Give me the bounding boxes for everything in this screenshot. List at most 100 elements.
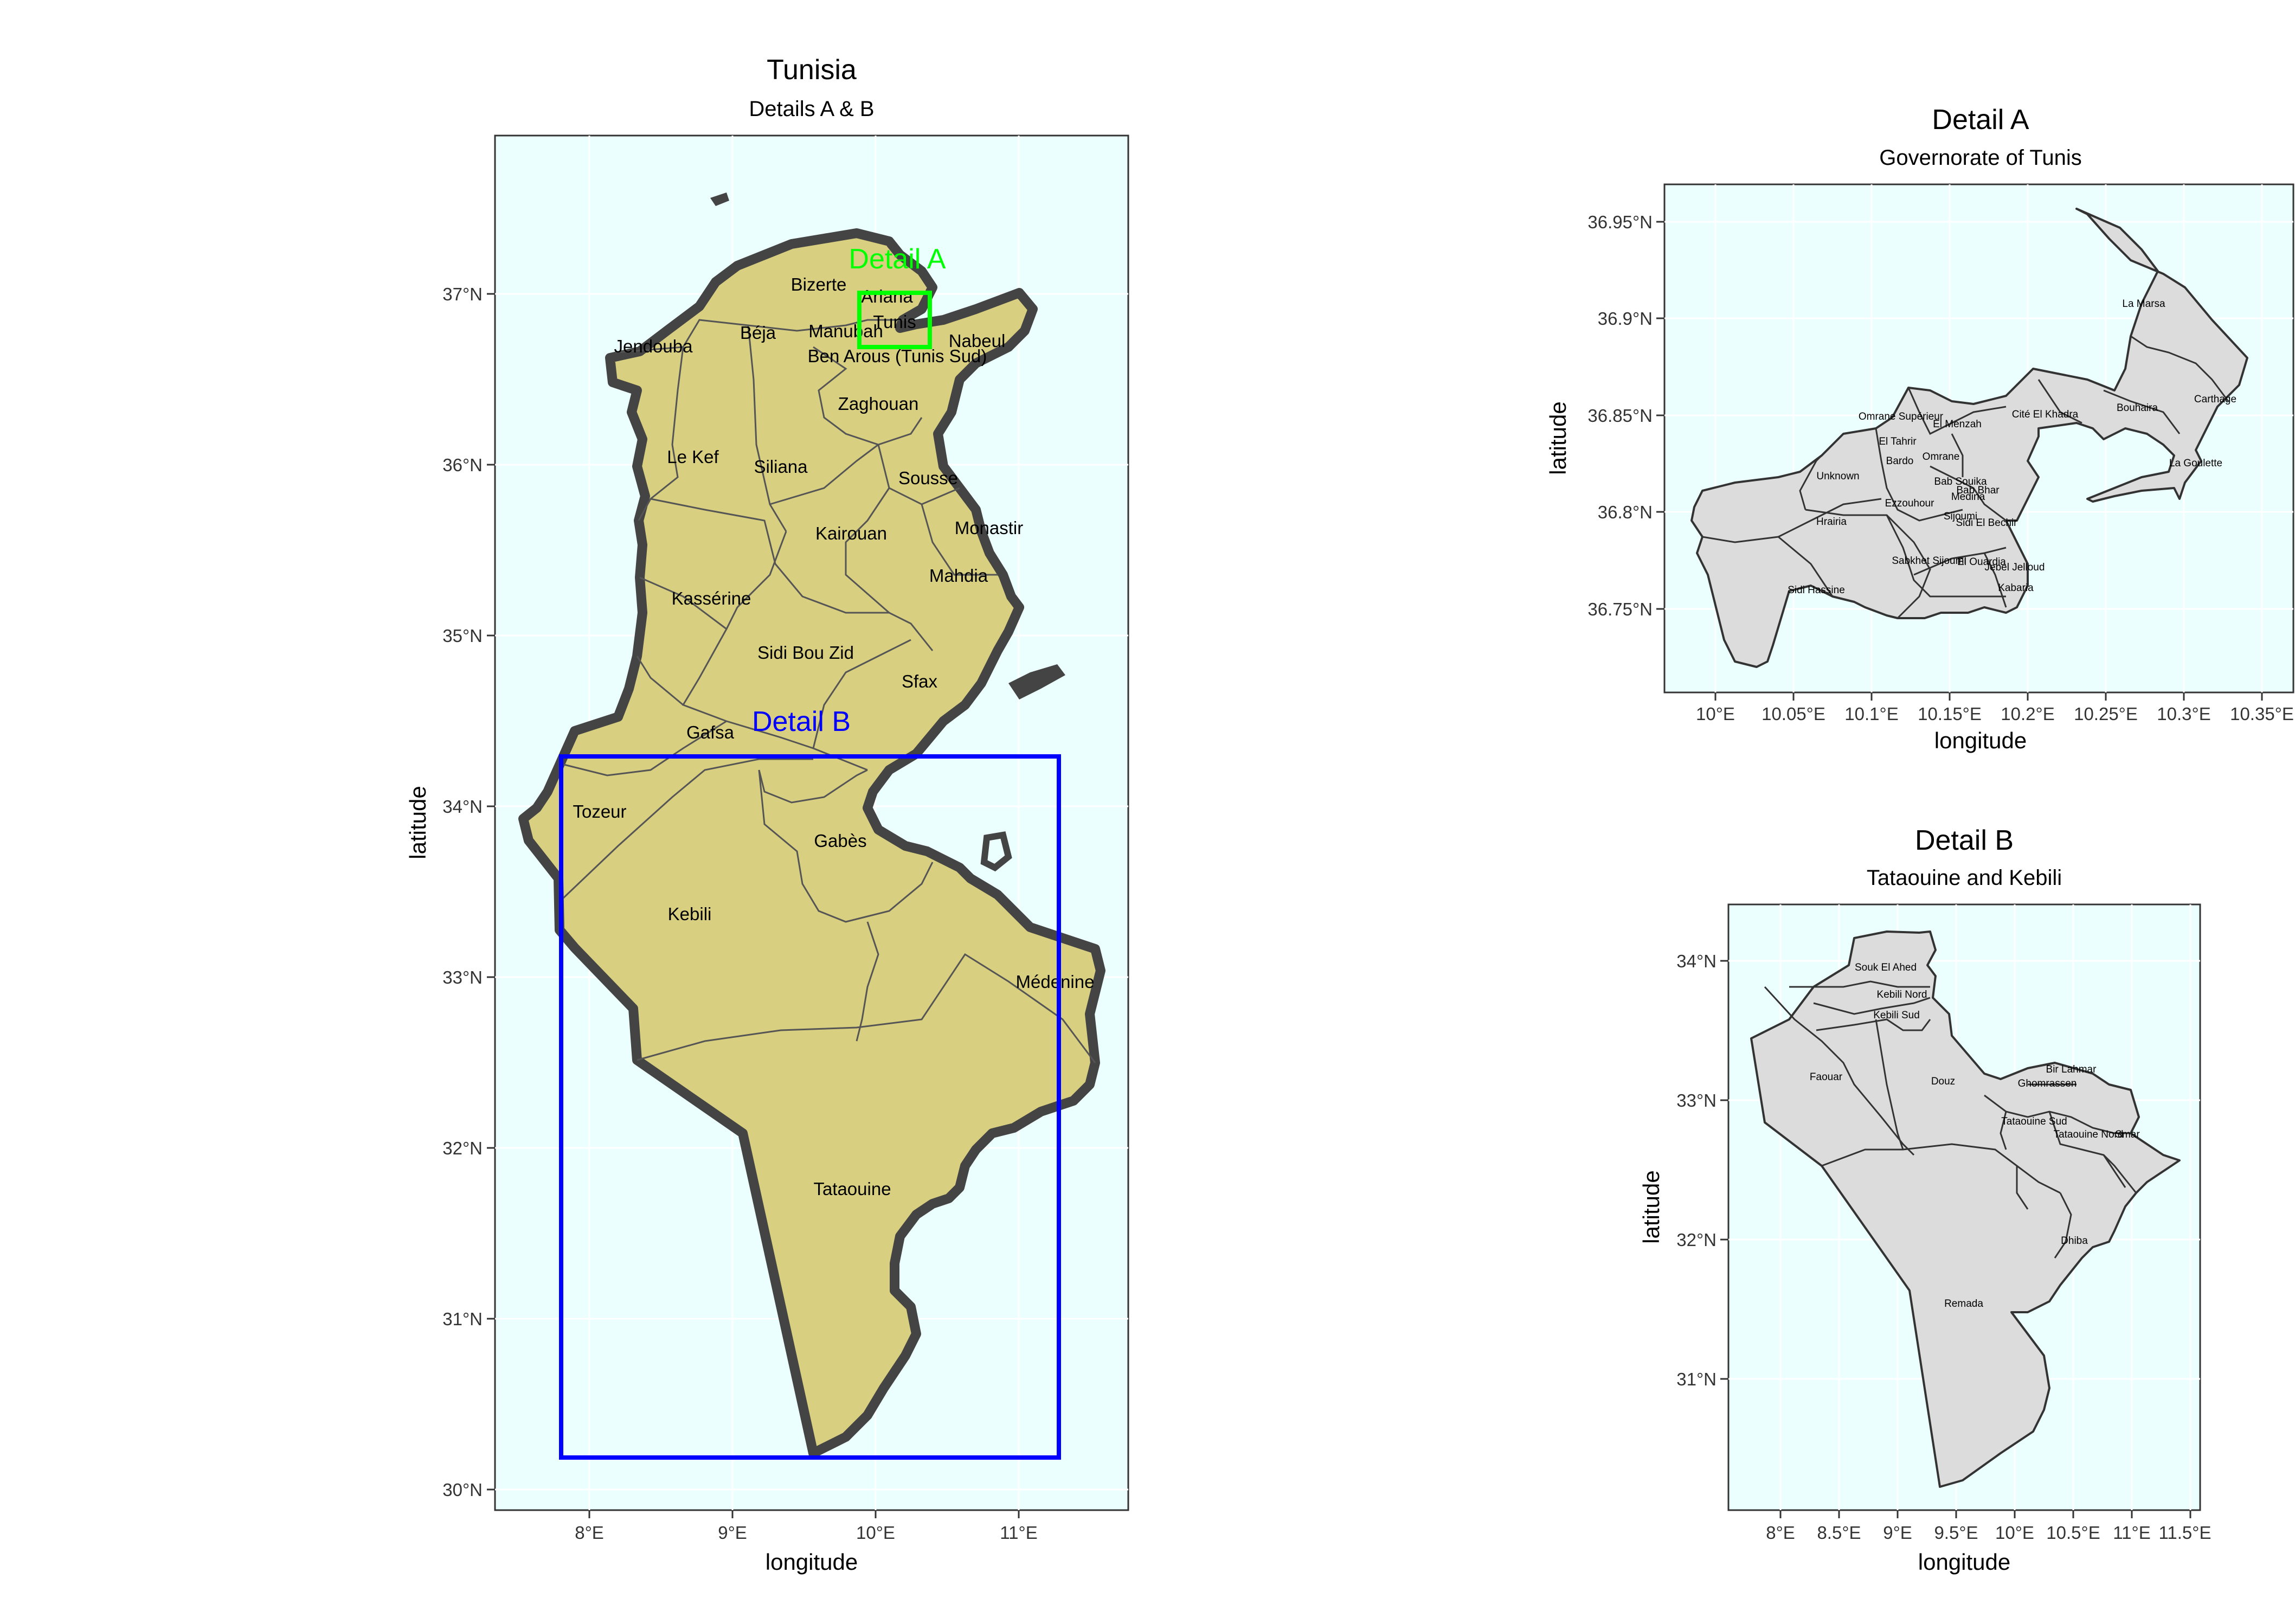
detail-b-box [559,754,1061,1460]
y-tick-label: 32°N [1676,1230,1717,1250]
detail-b-title: Detail B [1915,825,2014,856]
x-tick-label: 11°E [1000,1523,1037,1543]
delegation-label: Ezzouhour [1885,498,1935,509]
gov-label: Gabès [814,831,866,851]
detail-b-x-axis-title: longitude [1918,1549,2010,1575]
y-tick-label: 36.75°N [1587,599,1653,619]
gov-label: Béja [740,323,776,343]
x-tick-label: 10.1°E [1844,704,1898,724]
y-tick-label: 31°N [442,1309,483,1329]
x-tick-label: 10.25°E [2074,704,2138,724]
gov-label: Kassérine [672,588,751,608]
delegation-label: Jebel Jelloud [1985,562,2045,573]
delegation-label: Sidi El Bechir [1956,517,2018,529]
detail-b-y-ticks [1720,960,1728,1380]
y-tick-label: 32°N [442,1138,483,1158]
x-tick-label: 10.15°E [1918,704,1982,724]
x-tick-label: 10.35°E [2230,704,2294,724]
detail-a-y-ticks [1656,221,1664,610]
gov-label: Tunis [873,312,916,332]
gov-label: Le Kef [667,447,719,467]
delegation-label: Bab Souika [1934,476,1987,487]
gov-label: Jendouba [614,336,693,356]
delegation-label: La Goulette [2169,458,2222,469]
gov-label: Nabeul [949,331,1006,351]
y-tick-label: 35°N [442,626,483,646]
delegation-label: Carthage [2194,394,2236,405]
gov-label: Sidi Bou Zid [757,643,854,663]
x-tick-label: 10.05°E [1762,704,1825,724]
gov-label: Gafsa [686,722,735,742]
delegation-label: Sabkhet Sijoumi [1892,555,1966,567]
x-tick-label: 8.5°E [1817,1523,1861,1543]
tunis-delegation-labels: La Marsa Carthage Bouhaira La Goulette C… [1788,298,2236,596]
detail-a-x-ticks [1714,692,2263,701]
gov-label: Médenine [1016,972,1095,992]
tataouine-kebili-labels: Souk El Ahed Kebili Nord Kebili Sud Faou… [1810,962,2140,1310]
governorate-borders [560,319,1096,1063]
delegation-label: Hrairia [1816,516,1847,528]
detail-a-box [857,291,932,349]
delegation-label: Tataouine Sud [2001,1116,2067,1127]
delegation-label: Douz [1931,1076,1955,1087]
delegation-label: Kebili Sud [1873,1010,1920,1021]
main-map-x-axis-title: longitude [766,1549,858,1575]
delegation-label: Unknown [1816,471,1859,482]
main-map-x-ticks [588,1510,1020,1518]
tataouine-kebili-borders [1764,980,2137,1259]
kerkennah-islands [1008,664,1065,699]
gov-label: Manubah [808,321,883,341]
delegation-label: Kebili Nord [1877,989,1927,1000]
y-tick-label: 34°N [442,797,483,817]
x-tick-label: 9.5°E [1934,1523,1978,1543]
y-tick-label: 34°N [1676,951,1717,971]
delegation-label: El Tahrir [1879,436,1917,447]
main-map-y-axis-title: latitude [405,786,430,859]
delegation-label: El Menzah [1933,419,1982,430]
detail-b-y-axis-title: latitude [1638,1170,1664,1243]
delegation-label: Kabaria [1998,582,2034,594]
gov-label: Zaghouan [838,394,919,414]
x-tick-label: 10.2°E [2001,704,2054,724]
detail-a-box-label: Detail A [848,243,946,275]
gov-label: Ben Arous (Tunis Sud) [808,346,987,366]
y-tick-label: 33°N [442,967,483,987]
y-tick-label: 31°N [1676,1369,1717,1389]
main-map-subtitle: Details A & B [749,97,874,121]
gov-label: Bizerte [791,274,847,294]
gov-label: Tozeur [573,801,626,821]
delegation-label: Sijoumi [1944,511,1977,522]
y-tick-label: 30°N [442,1480,483,1500]
delegation-label: Bardo [1886,455,1914,467]
detail-b-x-ticks [1779,1510,2191,1518]
y-tick-label: 36°N [442,455,483,475]
gov-label: Mahdia [929,566,988,586]
tunis-delegation-borders [1702,335,2229,619]
delegation-label: Smar [2115,1129,2140,1140]
delegation-label: Bir Lahmar [2046,1064,2097,1075]
x-tick-label: 11°E [2113,1523,2150,1543]
detail-a-subtitle: Governorate of Tunis [1879,146,2082,170]
gov-label: Tataouine [813,1179,891,1199]
x-tick-label: 9°E [1883,1523,1912,1543]
y-tick-label: 36.8°N [1598,502,1653,522]
delegation-label: Souk El Ahed [1855,962,1917,973]
gov-label: Kebili [668,904,712,924]
delegation-label: Bouhaira [2117,402,2158,414]
gov-label: Sfax [902,671,938,691]
delegation-label: La Marsa [2122,298,2165,310]
delegation-label: Remada [1944,1298,1983,1310]
delegation-label: Faouar [1810,1071,1843,1083]
delegation-label: Omrane [1923,451,1960,463]
detail-b-subtitle: Tataouine and Kebili [1867,866,2062,890]
x-tick-label: 8°E [1766,1523,1795,1543]
delegation-label: Dhiba [2061,1235,2088,1247]
detail-a-title: Detail A [1932,104,2029,136]
gov-label: Siliana [754,457,808,477]
x-tick-label: 10.5°E [2046,1523,2100,1543]
detail-b-box-label: Detail B [752,706,851,737]
x-tick-label: 10°E [1696,704,1735,724]
x-tick-label: 10°E [1995,1523,2034,1543]
x-tick-label: 9°E [718,1523,747,1543]
detail-a-x-axis-title: longitude [1934,728,2027,753]
